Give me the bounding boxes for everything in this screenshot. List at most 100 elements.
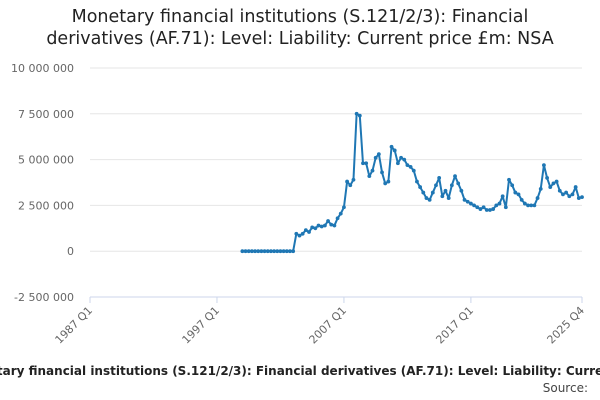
- data-point[interactable]: [253, 249, 257, 254]
- data-point[interactable]: [319, 224, 324, 229]
- data-point[interactable]: [526, 203, 530, 208]
- data-point[interactable]: [294, 231, 299, 236]
- data-point[interactable]: [364, 161, 369, 166]
- data-point[interactable]: [278, 249, 283, 254]
- data-point[interactable]: [392, 148, 397, 153]
- data-point[interactable]: [545, 176, 549, 180]
- data-point[interactable]: [269, 249, 273, 254]
- data-point[interactable]: [351, 177, 356, 182]
- data-point[interactable]: [326, 219, 330, 223]
- data-point[interactable]: [456, 181, 461, 186]
- data-point[interactable]: [427, 198, 432, 202]
- data-point[interactable]: [338, 211, 343, 216]
- data-point[interactable]: [348, 183, 353, 188]
- data-point[interactable]: [513, 190, 518, 195]
- data-point[interactable]: [418, 185, 423, 189]
- data-point[interactable]: [303, 228, 308, 233]
- data-point[interactable]: [402, 157, 407, 162]
- data-point[interactable]: [532, 203, 537, 208]
- data-point[interactable]: [297, 233, 302, 238]
- data-point[interactable]: [329, 222, 334, 227]
- data-point[interactable]: [542, 163, 546, 167]
- data-point[interactable]: [310, 225, 315, 230]
- data-point[interactable]: [386, 179, 391, 184]
- data-point[interactable]: [488, 208, 492, 212]
- data-point[interactable]: [434, 183, 438, 188]
- data-point[interactable]: [291, 249, 296, 254]
- data-point[interactable]: [437, 176, 442, 180]
- data-point[interactable]: [443, 188, 448, 193]
- data-point[interactable]: [564, 190, 569, 195]
- data-point[interactable]: [570, 192, 575, 197]
- data-point[interactable]: [478, 207, 483, 211]
- data-point[interactable]: [551, 181, 556, 186]
- data-point[interactable]: [503, 205, 508, 210]
- data-point[interactable]: [288, 249, 292, 254]
- data-point[interactable]: [548, 185, 553, 189]
- data-point[interactable]: [573, 185, 578, 189]
- data-point[interactable]: [469, 201, 473, 206]
- data-point[interactable]: [580, 195, 584, 200]
- data-point[interactable]: [357, 113, 362, 118]
- data-point[interactable]: [307, 230, 311, 234]
- data-point[interactable]: [497, 201, 502, 206]
- data-point[interactable]: [484, 208, 489, 212]
- data-point[interactable]: [262, 249, 267, 254]
- data-point[interactable]: [421, 190, 426, 195]
- data-point[interactable]: [281, 249, 286, 254]
- data-point[interactable]: [446, 196, 451, 200]
- data-point[interactable]: [256, 249, 261, 254]
- data-point[interactable]: [475, 205, 480, 210]
- data-point[interactable]: [507, 177, 511, 182]
- data-point[interactable]: [481, 205, 486, 210]
- data-point[interactable]: [459, 188, 464, 193]
- data-point[interactable]: [284, 249, 289, 254]
- data-point[interactable]: [522, 201, 527, 206]
- data-point[interactable]: [399, 155, 403, 160]
- data-point[interactable]: [449, 183, 454, 188]
- legend[interactable]: Monetary financial institutions (S.121/2…: [0, 364, 600, 378]
- data-point[interactable]: [408, 165, 413, 169]
- data-point[interactable]: [516, 192, 521, 197]
- data-point[interactable]: [322, 223, 327, 228]
- data-point[interactable]: [430, 190, 435, 195]
- data-point[interactable]: [370, 168, 375, 173]
- data-point[interactable]: [519, 198, 524, 202]
- data-point[interactable]: [243, 249, 248, 254]
- data-point[interactable]: [380, 170, 384, 175]
- data-point[interactable]: [557, 188, 562, 193]
- data-point[interactable]: [249, 249, 254, 254]
- data-point[interactable]: [411, 168, 416, 173]
- data-point[interactable]: [275, 249, 280, 254]
- data-point[interactable]: [361, 161, 365, 166]
- data-point[interactable]: [376, 152, 381, 157]
- data-point[interactable]: [300, 231, 305, 236]
- data-point[interactable]: [383, 181, 388, 186]
- data-point[interactable]: [462, 198, 467, 202]
- data-point[interactable]: [424, 196, 429, 200]
- data-point[interactable]: [576, 196, 581, 200]
- data-point[interactable]: [567, 194, 572, 199]
- data-point[interactable]: [510, 183, 515, 188]
- data-point[interactable]: [367, 174, 372, 178]
- data-point[interactable]: [272, 249, 277, 254]
- data-point[interactable]: [335, 216, 340, 221]
- data-point[interactable]: [265, 249, 270, 254]
- data-point[interactable]: [535, 196, 540, 200]
- series-line[interactable]: [242, 112, 583, 253]
- data-point[interactable]: [316, 223, 321, 228]
- data-point[interactable]: [491, 207, 496, 211]
- data-point[interactable]: [389, 144, 394, 149]
- data-point[interactable]: [395, 161, 400, 166]
- data-point[interactable]: [373, 155, 378, 160]
- data-point[interactable]: [500, 194, 505, 199]
- data-point[interactable]: [246, 249, 251, 254]
- data-point[interactable]: [332, 223, 337, 228]
- data-point[interactable]: [453, 174, 457, 178]
- data-point[interactable]: [342, 205, 346, 210]
- data-point[interactable]: [345, 179, 350, 184]
- data-point[interactable]: [354, 111, 359, 116]
- data-point[interactable]: [472, 203, 476, 208]
- data-point[interactable]: [554, 179, 559, 184]
- data-point[interactable]: [494, 203, 499, 208]
